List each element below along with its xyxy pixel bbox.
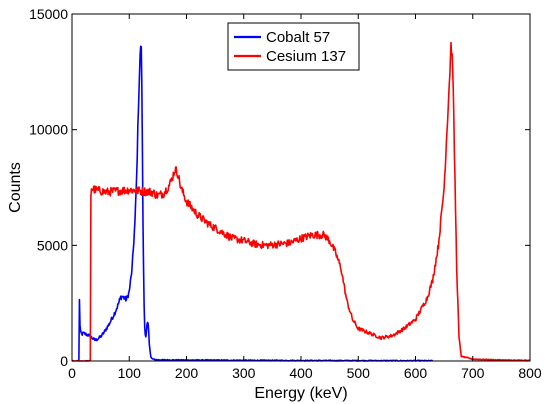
x-tick-label: 300 (232, 365, 256, 381)
legend-label-cesium-137: Cesium 137 (266, 48, 346, 65)
y-axis-ticks: 0 5000 10000 15000 (29, 6, 530, 369)
x-tick-label: 100 (118, 365, 142, 381)
series-layer (71, 41, 531, 362)
x-tick-label: 400 (289, 365, 313, 381)
y-tick-label: 5000 (37, 237, 68, 253)
legend-box (227, 22, 360, 71)
y-tick-label: 0 (60, 353, 68, 369)
x-tick-label: 500 (347, 365, 371, 381)
x-tick-label: 800 (518, 365, 542, 381)
x-tick-label: 600 (404, 365, 428, 381)
x-tick-label: 700 (461, 365, 485, 381)
y-tick-label: 10000 (29, 122, 68, 138)
series-line-cesium-137 (71, 41, 531, 362)
legend-label-cobalt-57: Cobalt 57 (266, 29, 330, 46)
x-tick-label: 200 (175, 365, 199, 381)
x-axis-ticks: 0 100 200 300 400 500 600 700 800 (68, 14, 542, 381)
y-axis-title: Counts (7, 162, 24, 213)
series-line-cobalt-57 (78, 45, 433, 362)
x-axis-title: Energy (keV) (254, 385, 347, 402)
x-tick-label: 0 (68, 365, 76, 381)
legend: Cobalt 57 Cesium 137 (227, 22, 360, 71)
y-tick-label: 15000 (29, 6, 68, 22)
